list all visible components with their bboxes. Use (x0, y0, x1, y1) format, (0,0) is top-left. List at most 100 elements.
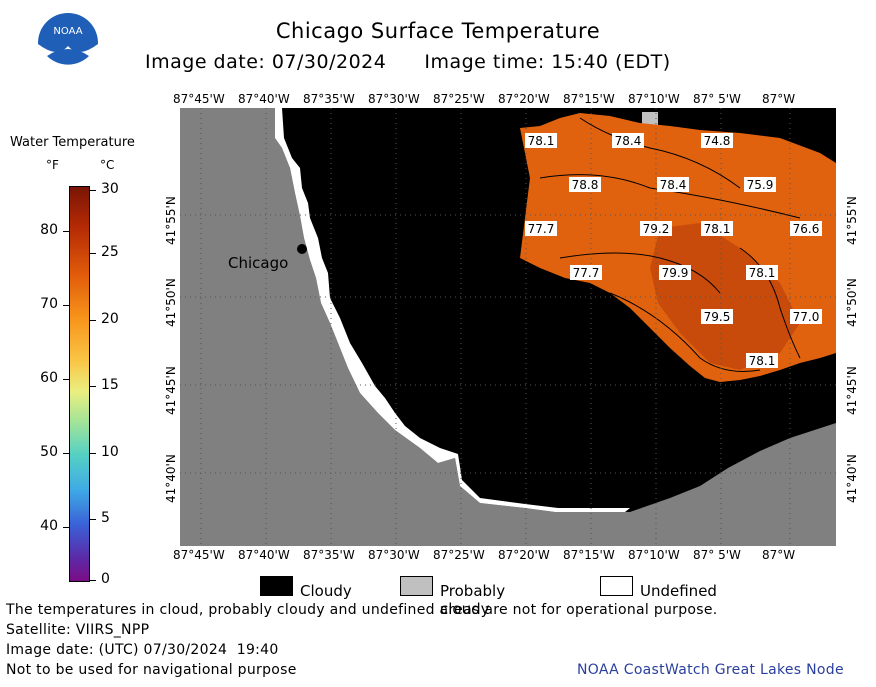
temperature-label: 77.0 (793, 310, 820, 324)
contour-lines (539, 117, 801, 372)
svg-text:NOAA: NOAA (53, 26, 82, 37)
temperature-label-bg (640, 221, 672, 236)
longitude-label: 87°30'W (368, 548, 420, 562)
temperature-label: 78.1 (528, 134, 555, 148)
temperature-label-bg (790, 221, 822, 236)
temperature-label: 79.2 (643, 222, 670, 236)
satellite-text: Satellite: VIIRS_NPP (6, 622, 150, 638)
page-title: Chicago Surface Temperature (275, 19, 601, 43)
colorbar-tick-c: 20 (101, 311, 119, 327)
temperature-label-bg (701, 133, 733, 148)
colorbar-tick-c: 30 (101, 181, 119, 197)
longitude-label: 87°40'W (238, 548, 290, 562)
longitude-label: 87°35'W (303, 92, 355, 106)
temperature-label-bg (612, 133, 644, 148)
colorbar-tick-mark (90, 580, 96, 581)
temperature-label: 77.7 (573, 266, 600, 280)
colorbar-tick-mark (63, 305, 69, 306)
temperature-label: 76.6 (793, 222, 820, 236)
longitude-label: 87°20'W (498, 92, 550, 106)
temperature-label-bg (657, 177, 689, 192)
colorbar-tick-mark (63, 453, 69, 454)
temperature-label-bg (744, 177, 776, 192)
longitude-label: 87°15'W (563, 92, 615, 106)
temperature-label: 77.7 (528, 222, 555, 236)
latitude-label: 41°50'N (164, 278, 178, 327)
temperature-label: 78.1 (749, 266, 776, 280)
disclaimer-text: The temperatures in cloud, probably clou… (6, 602, 718, 618)
cloudy-swatch (260, 576, 293, 596)
temperature-labels: 78.1 78.4 74.8 78.8 78.4 75.9 77.7 79.2 78.1 76.6… (525, 133, 822, 368)
city-label: Chicago (228, 254, 288, 272)
undefined-label: Undefined (640, 582, 717, 600)
land-area (180, 108, 836, 546)
utc-date-text: Image date: (UTC) 07/30/2024 19:40 (6, 642, 279, 658)
temperature-label: 78.4 (615, 134, 642, 148)
graticule (180, 108, 836, 546)
longitude-label: 87°30'W (368, 92, 420, 106)
colorbar-tick-mark (63, 231, 69, 232)
longitude-label: 87°45'W (173, 92, 225, 106)
image-date: Image date: 07/30/2024 (145, 51, 387, 73)
image-datetime: Image date: 07/30/2024 Image time: 15:40 … (145, 51, 709, 73)
unit-celsius: °C (100, 158, 115, 172)
latitude-label: 41°50'N (845, 278, 859, 327)
undefined-swatch (600, 576, 633, 596)
temperature-label: 74.8 (704, 134, 731, 148)
cloudy-label: Cloudy (300, 582, 352, 600)
longitude-label: 87°15'W (563, 548, 615, 562)
colorbar-tick-c: 5 (101, 510, 110, 526)
temperature-label: 79.9 (662, 266, 689, 280)
longitude-label: 87°20'W (498, 548, 550, 562)
temperature-label-bg (746, 265, 778, 280)
longitude-label: 87°10'W (628, 92, 680, 106)
longitude-label: 87°W (762, 548, 796, 562)
latitude-label: 41°55'N (164, 196, 178, 245)
temperature-colorbar (69, 186, 90, 582)
probably-cloudy-area (642, 112, 658, 126)
colorbar-tick-f: 60 (40, 370, 58, 386)
temperature-label-bg (525, 133, 557, 148)
longitude-label: 87° 5'W (693, 548, 741, 562)
longitude-label: 87°25'W (433, 92, 485, 106)
temperature-map: Chicago 78.1 78.4 74.8 78.8 78.4 75.9 77.7 79.2… (180, 108, 836, 546)
colorbar-tick-c: 15 (101, 377, 119, 393)
colorbar-tick-mark (90, 453, 96, 454)
longitude-label: 87° 5'W (693, 92, 741, 106)
temperature-label: 78.1 (749, 354, 776, 368)
temperature-label: 78.4 (660, 178, 687, 192)
probably-cloudy-label: Probably cloudy (440, 582, 506, 618)
colorbar-tick-c: 25 (101, 244, 119, 260)
navigation-warning: Not to be used for navigational purpose (6, 662, 297, 678)
latitude-label: 41°45'N (164, 366, 178, 415)
temperature-label-bg (790, 309, 822, 324)
temperature-label-bg (701, 309, 733, 324)
latitude-label: 41°55'N (845, 196, 859, 245)
unit-fahrenheit: °F (46, 158, 59, 172)
colorbar-tick-f: 40 (40, 518, 58, 534)
temperature-label-bg (570, 265, 602, 280)
temperature-label-bg (525, 221, 557, 236)
colorbar-tick-f: 80 (40, 222, 58, 238)
temperature-label: 78.8 (572, 178, 599, 192)
probably-cloudy-swatch (400, 576, 433, 596)
colorbar-tick-mark (90, 386, 96, 387)
longitude-label: 87°40'W (238, 92, 290, 106)
colorbar-tick-mark (90, 190, 96, 191)
longitude-label: 87°45'W (173, 548, 225, 562)
credit-text: NOAA CoastWatch Great Lakes Node (577, 662, 844, 678)
longitude-label: 87°10'W (628, 548, 680, 562)
image-time: Image time: 15:40 (EDT) (424, 51, 671, 73)
temperature-label: 78.1 (704, 222, 731, 236)
colorbar-tick-f: 70 (40, 296, 58, 312)
colorbar-tick-f: 50 (40, 444, 58, 460)
longitude-label: 87°W (762, 92, 796, 106)
longitude-label: 87°25'W (433, 548, 485, 562)
chicago-marker (297, 244, 307, 254)
temperature-label: 75.9 (747, 178, 774, 192)
colorbar-title: Water Temperature (10, 135, 135, 150)
temperature-label-bg (746, 353, 778, 368)
latitude-label: 41°45'N (845, 366, 859, 415)
noaa-logo: NOAA (38, 13, 98, 74)
longitude-label: 87°35'W (303, 548, 355, 562)
